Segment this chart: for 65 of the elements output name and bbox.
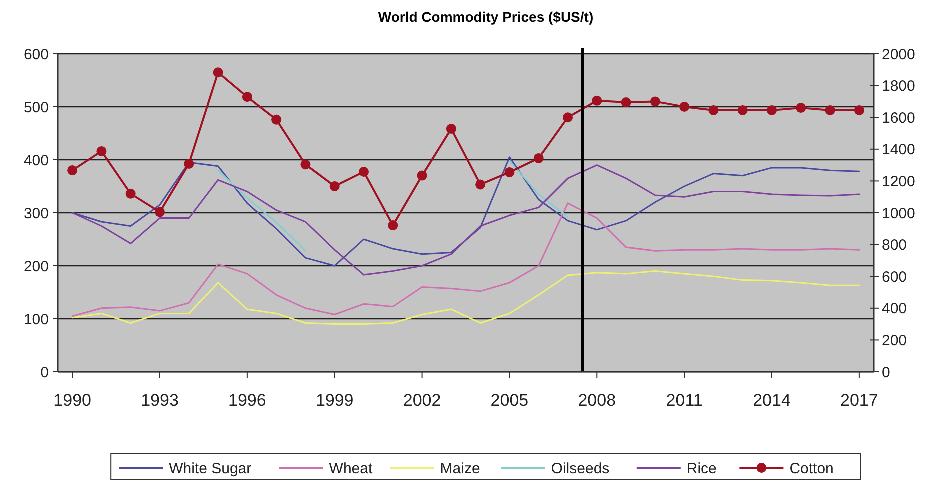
legend-label: Oilseeds	[551, 460, 610, 478]
y2-tick-label: 200	[882, 332, 908, 350]
point	[738, 105, 748, 116]
y-tick-label: 600	[24, 46, 49, 64]
y-tick-label: 300	[24, 205, 49, 222]
legend-label: White Sugar	[169, 460, 252, 478]
y2-tick-label: 1200	[882, 173, 916, 190]
point	[330, 181, 340, 192]
x-tick-label: 2017	[840, 391, 878, 410]
x-tick-label: 1993	[141, 391, 179, 410]
point	[300, 160, 311, 170]
point	[476, 180, 486, 190]
point	[417, 170, 428, 181]
point	[534, 153, 544, 164]
point	[213, 68, 224, 78]
y2-tick-label: 400	[882, 300, 908, 318]
x-tick-label: 1990	[54, 391, 92, 410]
x-tick-label: 2011	[666, 391, 703, 410]
point	[184, 159, 194, 170]
point	[854, 105, 864, 116]
y2-tick-label: 0	[882, 364, 890, 382]
chart-title: World Commodity Prices ($US/t)	[378, 9, 594, 25]
point	[650, 96, 660, 107]
point	[242, 92, 252, 102]
point	[155, 207, 165, 218]
y-tick-label: 100	[24, 311, 49, 328]
point	[272, 114, 282, 125]
line-series	[72, 202, 860, 318]
point	[446, 124, 456, 134]
legend-label: Rice	[686, 460, 717, 478]
point	[708, 105, 719, 116]
point	[504, 167, 515, 178]
point	[680, 102, 690, 112]
y2-tick-label: 1600	[882, 110, 916, 127]
y2-tick-label: 1800	[882, 78, 916, 96]
point	[767, 105, 777, 116]
point	[621, 97, 632, 108]
x-tick-label: 1996	[228, 391, 266, 410]
point	[126, 188, 136, 199]
y-tick-label: 400	[24, 152, 49, 170]
y2-tick-label: 2000	[882, 46, 916, 64]
point	[825, 105, 836, 116]
line-series	[72, 270, 860, 326]
y-tick-label: 500	[24, 99, 49, 116]
y2-tick-label: 1000	[882, 205, 916, 222]
legend-label: Cotton	[790, 460, 834, 478]
y2-tick-label: 1400	[882, 142, 916, 159]
point	[68, 166, 78, 176]
legend-label: Maize	[440, 460, 480, 478]
x-tick-label: 2008	[578, 391, 616, 410]
legend-label: Wheat	[329, 460, 374, 478]
x-tick-label: 2002	[403, 391, 442, 410]
y-tick-label: 0	[40, 364, 49, 382]
point	[563, 112, 573, 123]
point	[359, 166, 369, 177]
y2-tick-label: 800	[882, 237, 908, 254]
point	[388, 220, 398, 231]
point	[592, 96, 602, 106]
y2-tick-label: 600	[882, 268, 908, 286]
point	[96, 146, 107, 156]
x-tick-label: 2005	[490, 391, 529, 410]
x-tick-label: 2014	[753, 391, 791, 410]
y-tick-label: 200	[24, 258, 49, 276]
x-tick-label: 1999	[316, 391, 354, 410]
point	[796, 103, 806, 114]
